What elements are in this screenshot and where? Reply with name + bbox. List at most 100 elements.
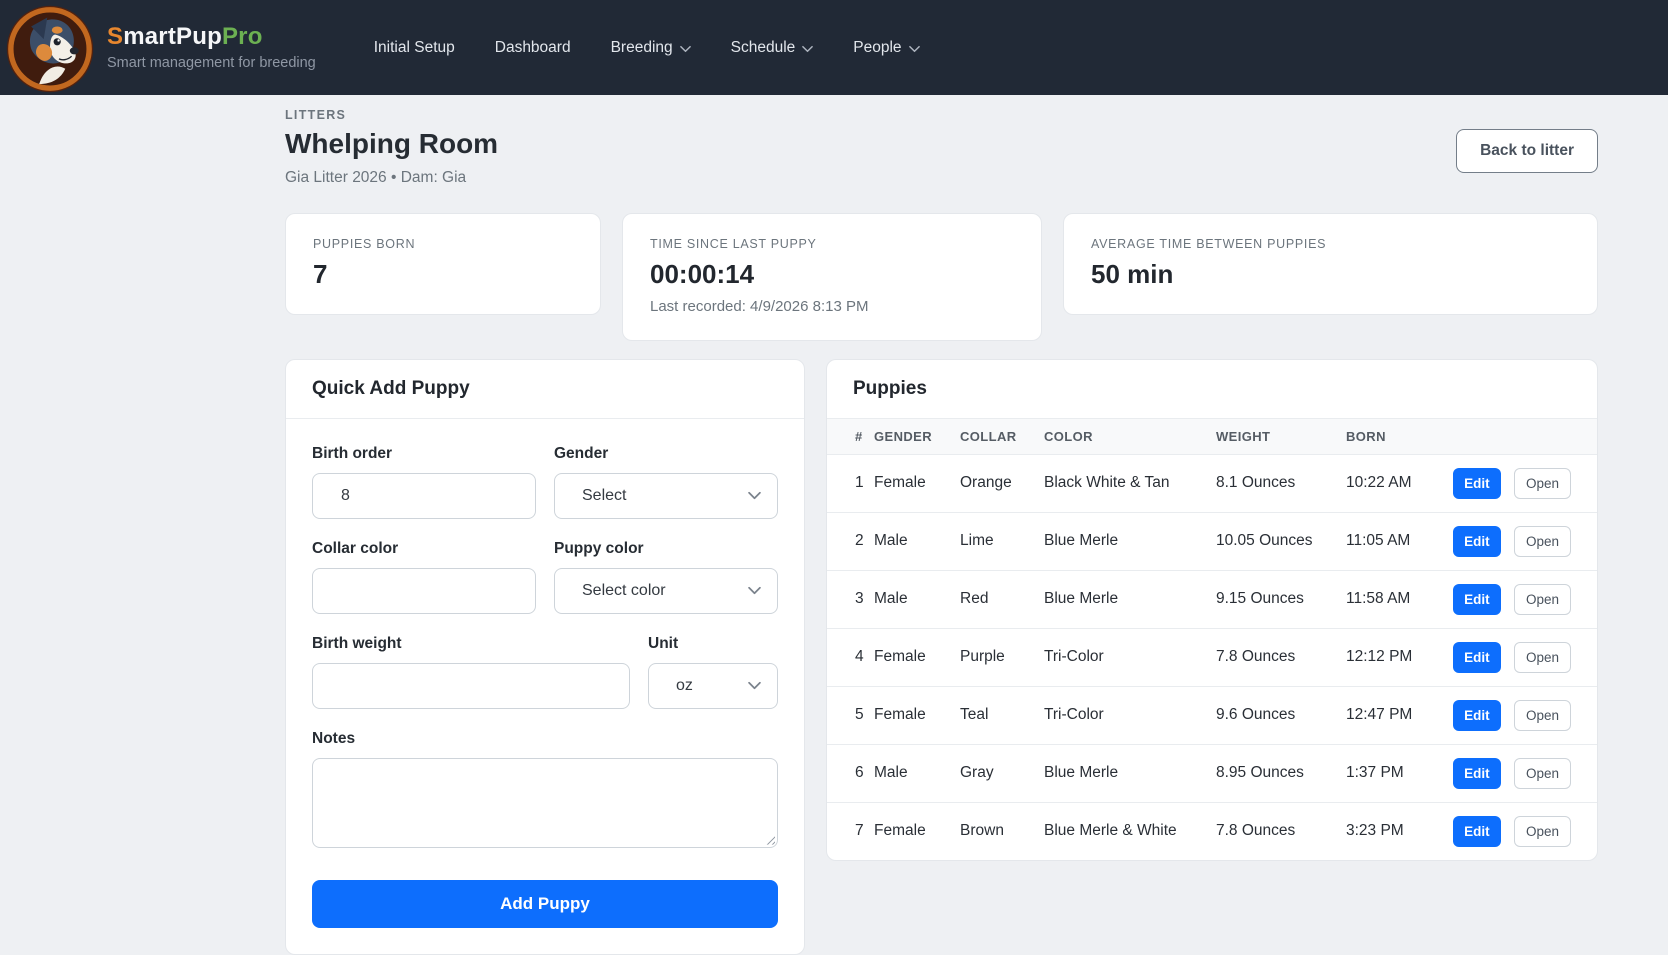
edit-button[interactable]: Edit	[1453, 641, 1501, 673]
puppy-number-cell: 4	[827, 627, 874, 687]
top-navbar: SmartPupPro Smart management for breedin…	[0, 0, 1668, 95]
puppies-table-body: 1 Female Orange Black White & Tan 8.1 Ou…	[827, 453, 1597, 861]
stat-value: 7	[313, 259, 328, 289]
puppy-gender-cell: Male	[874, 511, 960, 571]
collar-color-input[interactable]	[312, 567, 536, 614]
puppy-born-cell: 11:05 AM	[1346, 511, 1446, 571]
notes-textarea[interactable]	[312, 757, 778, 848]
notes-label: Notes	[312, 729, 356, 747]
dog-logo-icon	[6, 5, 94, 92]
birth-order-input[interactable]	[312, 472, 536, 519]
brand-name-mid: martPup	[123, 23, 222, 51]
puppy-gender-cell: Male	[874, 569, 960, 629]
nav-item-people[interactable]: People	[853, 39, 920, 57]
column-header-weight: WEIGHT	[1216, 428, 1271, 444]
puppy-color-cell: Blue Merle	[1044, 743, 1216, 803]
puppy-born-cell: 11:58 AM	[1346, 569, 1446, 629]
puppy-number-cell: 5	[827, 685, 874, 745]
puppy-number-cell: 6	[827, 743, 874, 803]
puppy-weight-cell: 7.8 Ounces	[1216, 801, 1346, 861]
puppy-born-cell: 12:47 PM	[1346, 685, 1446, 745]
column-header-collar: COLLAR	[960, 428, 1017, 444]
birth-weight-input[interactable]	[312, 662, 630, 709]
puppies-title: Puppies	[827, 360, 1597, 419]
column-header-number: #	[855, 428, 863, 444]
nav-item-label: Dashboard	[494, 38, 571, 56]
page-header-text: LITTERS Whelping Room Gia Litter 2026 • …	[285, 108, 498, 187]
open-button[interactable]: Open	[1513, 583, 1571, 615]
birth-order-group: Birth order	[312, 445, 536, 519]
nav-item-initial-setup[interactable]: Initial Setup	[374, 39, 455, 57]
page-subtitle: Gia Litter 2026 • Dam: Gia	[285, 169, 467, 186]
edit-button[interactable]: Edit	[1453, 699, 1501, 731]
nav-item-dashboard[interactable]: Dashboard	[495, 39, 571, 57]
puppy-actions-cell: Edit Open	[1446, 743, 1597, 803]
puppy-color-cell: Tri-Color	[1044, 627, 1216, 687]
table-row: 2 Male Lime Blue Merle 10.05 Ounces 11:0…	[827, 511, 1597, 571]
open-button[interactable]: Open	[1513, 467, 1571, 499]
gender-select-value: Select	[582, 486, 627, 504]
gender-group: Gender Select	[554, 445, 778, 519]
chevron-down-icon	[748, 587, 761, 595]
edit-button[interactable]: Edit	[1453, 815, 1501, 847]
table-row: 7 Female Brown Blue Merle & White 7.8 Ou…	[827, 801, 1597, 861]
puppy-actions-cell: Edit Open	[1446, 453, 1597, 513]
stat-note: Last recorded: 4/9/2026 8:13 PM	[650, 297, 869, 315]
puppy-collar-cell: Purple	[960, 627, 1044, 687]
edit-button[interactable]: Edit	[1453, 583, 1501, 615]
page-content: LITTERS Whelping Room Gia Litter 2026 • …	[0, 95, 1668, 955]
stat-label: PUPPIES BORN	[313, 237, 416, 251]
edit-button[interactable]: Edit	[1453, 757, 1501, 789]
unit-select[interactable]: oz	[648, 662, 778, 709]
brand-tagline: Smart management for breeding	[107, 54, 316, 71]
puppy-number-cell: 3	[827, 569, 874, 629]
brand-name: SmartPupPro	[107, 24, 316, 50]
open-button[interactable]: Open	[1513, 815, 1571, 847]
resize-grip-icon[interactable]	[764, 833, 775, 845]
puppy-gender-cell: Female	[874, 801, 960, 861]
edit-button[interactable]: Edit	[1453, 525, 1501, 557]
quick-add-title: Quick Add Puppy	[286, 360, 804, 419]
chevron-down-icon	[802, 45, 814, 52]
open-button[interactable]: Open	[1513, 525, 1571, 557]
nav-item-schedule[interactable]: Schedule	[731, 39, 814, 57]
nav-item-label: Breeding	[610, 38, 673, 56]
open-button[interactable]: Open	[1513, 699, 1571, 731]
puppy-weight-cell: 10.05 Ounces	[1216, 511, 1346, 571]
column-header-actions	[1446, 419, 1597, 455]
open-button[interactable]: Open	[1513, 641, 1571, 673]
puppies-table-head: # GENDER COLLAR COLOR WEIGHT BORN	[827, 418, 1597, 455]
chevron-down-icon	[748, 492, 761, 500]
stat-label: TIME SINCE LAST PUPPY	[650, 237, 817, 251]
collar-color-label: Collar color	[312, 539, 399, 557]
brand-name-accent: S	[107, 23, 124, 51]
puppy-color-select[interactable]: Select color	[554, 567, 778, 614]
puppy-born-cell: 12:12 PM	[1346, 627, 1446, 687]
edit-button[interactable]: Edit	[1453, 467, 1501, 499]
puppy-number-cell: 1	[827, 453, 874, 513]
puppy-color-cell: Blue Merle	[1044, 569, 1216, 629]
stat-card-puppies-born: PUPPIES BORN 7	[285, 213, 601, 315]
puppy-number-cell: 7	[827, 801, 874, 861]
puppy-weight-cell: 7.8 Ounces	[1216, 627, 1346, 687]
open-button[interactable]: Open	[1513, 757, 1571, 789]
puppy-actions-cell: Edit Open	[1446, 569, 1597, 629]
stats-row: PUPPIES BORN 7 TIME SINCE LAST PUPPY 00:…	[285, 213, 1598, 341]
table-row: 3 Male Red Blue Merle 9.15 Ounces 11:58 …	[827, 569, 1597, 629]
nav-item-breeding[interactable]: Breeding	[611, 39, 691, 57]
main-row: Quick Add Puppy Birth order Gender Selec…	[285, 358, 1598, 955]
gender-select[interactable]: Select	[554, 472, 778, 519]
column-header-born: BORN	[1346, 428, 1386, 444]
puppy-weight-cell: 9.6 Ounces	[1216, 685, 1346, 745]
puppy-gender-cell: Female	[874, 453, 960, 513]
add-puppy-button[interactable]: Add Puppy	[312, 879, 778, 928]
puppies-panel: Puppies # GENDER COLLAR COLOR WEIGHT BOR…	[826, 358, 1598, 862]
puppy-gender-cell: Male	[874, 743, 960, 803]
puppy-collar-cell: Red	[960, 569, 1044, 629]
puppy-collar-cell: Orange	[960, 453, 1044, 513]
puppy-color-cell: Tri-Color	[1044, 685, 1216, 745]
back-to-litter-button[interactable]: Back to litter	[1456, 129, 1598, 173]
puppy-number-cell: 2	[827, 511, 874, 571]
puppy-color-group: Puppy color Select color	[554, 540, 778, 614]
nav-item-label: Schedule	[730, 38, 796, 56]
